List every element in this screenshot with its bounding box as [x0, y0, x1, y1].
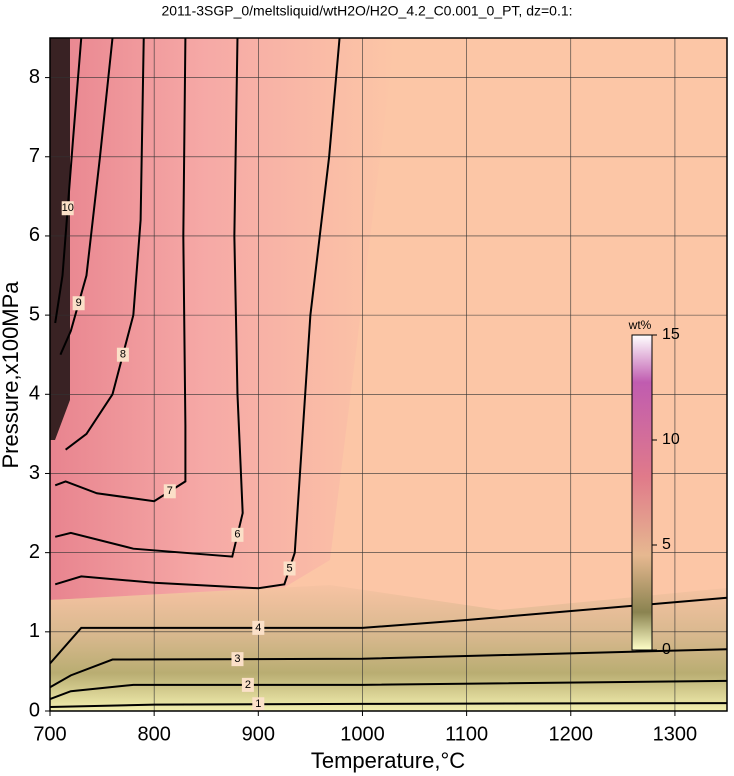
contour-label: 9	[76, 297, 82, 309]
y-tick-label: 7	[29, 145, 40, 167]
x-tick-label: 1100	[445, 723, 488, 745]
plot-frame	[49, 37, 728, 712]
x-tick-label: 1300	[653, 723, 698, 745]
low-water-region	[50, 585, 727, 711]
contour-label: 1	[255, 698, 261, 710]
contour-label-bg	[116, 347, 129, 362]
contour-label-bg	[252, 697, 265, 711]
y-tick-label: 6	[29, 224, 40, 246]
contour-label-bg	[163, 484, 176, 499]
y-tick-label: 8	[29, 66, 40, 88]
contour-label-bg	[72, 296, 85, 311]
contour-line	[59, 38, 114, 356]
x-tick-label: 1200	[549, 723, 594, 745]
x-tick-label: 800	[137, 723, 170, 745]
contour-label: 5	[286, 562, 292, 574]
chart-title: 2011-3SGP_0/meltsliquid/wtH2O/H2O_4.2_C0…	[161, 3, 572, 19]
high-water-region	[50, 38, 395, 600]
y-tick-label: 0	[29, 699, 40, 721]
contour-label-bg	[61, 201, 74, 216]
contour-label: 6	[234, 529, 240, 541]
dense-contours	[50, 38, 70, 440]
colorbar-tick-label: 0	[662, 641, 671, 658]
contour-label: 2	[245, 679, 251, 691]
contour-label: 4	[255, 622, 261, 634]
contour-label-bg	[241, 677, 254, 692]
contour-label-bg	[283, 561, 296, 576]
x-axis-label: Temperature,°C	[311, 748, 465, 773]
contour-label: 7	[167, 485, 173, 497]
x-tick-label: 1000	[340, 723, 385, 745]
y-axis-label: Pressure,x100MPa	[0, 281, 23, 469]
colorbar-tick-label: 5	[662, 536, 671, 553]
contour-line	[50, 679, 727, 701]
contour-label: 3	[234, 653, 240, 665]
colorbar	[631, 334, 653, 651]
contour-label-bg	[231, 527, 244, 542]
y-tick-label: 3	[29, 462, 40, 484]
contour-label-bg	[252, 620, 265, 635]
y-tick-label: 1	[29, 620, 40, 642]
contour-label-bg	[231, 652, 244, 667]
y-tick-label: 4	[29, 383, 40, 405]
colorbar-tick-label: 15	[662, 326, 680, 343]
contour-label: 8	[120, 349, 126, 361]
contour-label: 10	[62, 202, 74, 214]
colorbar-label: wt%	[628, 318, 652, 332]
field: 12 3 4 5 6 7 8 9 10	[50, 38, 727, 711]
x-tick-label: 900	[242, 723, 275, 745]
y-tick-label: 2	[29, 541, 40, 563]
contour-line	[50, 648, 727, 689]
colorbar-tick-label: 10	[662, 431, 680, 448]
x-tick-label: 700	[33, 723, 66, 745]
y-tick-label: 5	[29, 303, 40, 325]
